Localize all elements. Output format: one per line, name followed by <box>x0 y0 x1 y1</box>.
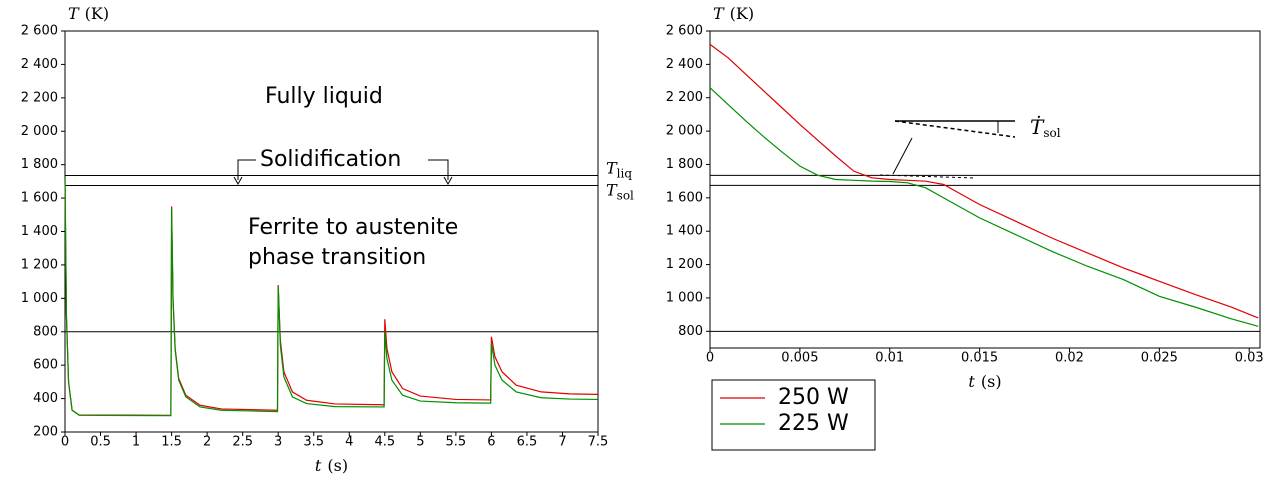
x-tick-label: 3.5 <box>303 435 324 450</box>
y-tick-label: 2 200 <box>666 90 703 105</box>
x-tick-label: 0.005 <box>781 351 818 366</box>
y-tick-label: 2 600 <box>666 24 703 39</box>
y-tick-label: 800 <box>33 324 58 339</box>
unit: (s) <box>981 372 1002 391</box>
subscript: sol <box>1043 126 1060 140</box>
annotation: Solidification <box>260 147 401 172</box>
tangent <box>879 174 976 179</box>
math-label: Tsol <box>606 180 634 202</box>
x-tick-label: 1 <box>132 435 140 450</box>
x-tick-label: 7 <box>558 435 566 450</box>
arrow-head <box>443 176 453 186</box>
unit: (s) <box>327 456 348 475</box>
subscript: sol <box>617 188 634 202</box>
unit: (K) <box>730 4 754 23</box>
y-tick-label: 2 400 <box>21 57 58 72</box>
x-tick-label: 0.03 <box>1235 351 1264 366</box>
y-tick-label: 600 <box>33 358 58 373</box>
x-tick-label: 4.5 <box>374 435 395 450</box>
annotation: Fully liquid <box>265 84 383 109</box>
y-tick-label: 2 000 <box>666 124 703 139</box>
y-tick-label: 800 <box>678 324 703 339</box>
x-tick-label: 0.01 <box>875 351 904 366</box>
x-tick-label: 6 <box>487 435 495 450</box>
math-label: Ṫsol <box>1030 115 1061 140</box>
math-label: t (s) <box>315 456 348 475</box>
symbol: T <box>606 180 618 199</box>
y-tick-label: 1 400 <box>666 224 703 239</box>
y-tick-label: 2 600 <box>21 24 58 39</box>
x-tick-label: 0.5 <box>90 435 111 450</box>
slope-dashed <box>894 120 1016 138</box>
y-tick-label: 1 200 <box>666 257 703 272</box>
y-tick-label: 1 200 <box>21 257 58 272</box>
series-line <box>64 178 599 417</box>
symbol: T <box>606 158 618 177</box>
unit: (K) <box>85 4 109 23</box>
y-tick-label: 200 <box>33 425 58 440</box>
symbol: t <box>315 456 322 475</box>
series-line <box>709 43 1259 319</box>
x-tick-label: 3 <box>274 435 282 450</box>
arrow-head <box>233 176 243 186</box>
y-tick-label: 2 400 <box>666 57 703 72</box>
symbol: T <box>713 4 725 23</box>
x-tick-label: 7.5 <box>588 435 609 450</box>
math-label: t (s) <box>968 372 1001 391</box>
y-tick-label: 1 000 <box>666 290 703 305</box>
x-tick-label: 0.02 <box>1055 351 1084 366</box>
leader <box>892 137 913 175</box>
x-tick-label: 6.5 <box>517 435 538 450</box>
y-tick-label: 1 400 <box>21 224 58 239</box>
math-label: T (K) <box>713 4 754 23</box>
arrow <box>237 159 256 180</box>
symbol: t <box>968 372 975 391</box>
y-tick-label: 1 600 <box>666 190 703 205</box>
x-tick-label: 2.5 <box>232 435 253 450</box>
series-line <box>709 87 1259 327</box>
annotation: Ferrite to austenite <box>248 215 458 240</box>
symbol: T <box>68 4 80 23</box>
math-label: T (K) <box>68 4 109 23</box>
legend-box <box>711 379 876 451</box>
x-tick-label: 0 <box>61 435 69 450</box>
annotation: phase transition <box>248 245 426 270</box>
symbol: Ṫ <box>1030 115 1045 139</box>
math-label: Tliq <box>606 158 632 180</box>
legend-label: 250 W <box>778 385 849 410</box>
y-tick-label: 1 800 <box>666 157 703 172</box>
y-tick-label: 2 000 <box>21 124 58 139</box>
annotation-arrows <box>233 120 1016 186</box>
x-tick-label: 5 <box>416 435 424 450</box>
legend-label: 225 W <box>778 411 849 436</box>
x-tick-label: 4 <box>345 435 353 450</box>
x-tick-label: 0.015 <box>961 351 998 366</box>
subscript: liq <box>617 166 633 180</box>
y-tick-label: 1 600 <box>21 191 58 206</box>
y-tick-label: 1 000 <box>21 291 58 306</box>
x-tick-label: 1.5 <box>161 435 182 450</box>
x-tick-label: 0.025 <box>1141 351 1178 366</box>
arrow <box>428 159 449 180</box>
y-tick-label: 400 <box>33 391 58 406</box>
y-tick-label: 2 200 <box>21 90 58 105</box>
x-tick-label: 0 <box>706 351 714 366</box>
x-tick-label: 5.5 <box>446 435 467 450</box>
y-tick-label: 1 800 <box>21 157 58 172</box>
series-line <box>64 178 599 416</box>
plot-frame <box>709 30 1261 349</box>
x-tick-label: 2 <box>203 435 211 450</box>
